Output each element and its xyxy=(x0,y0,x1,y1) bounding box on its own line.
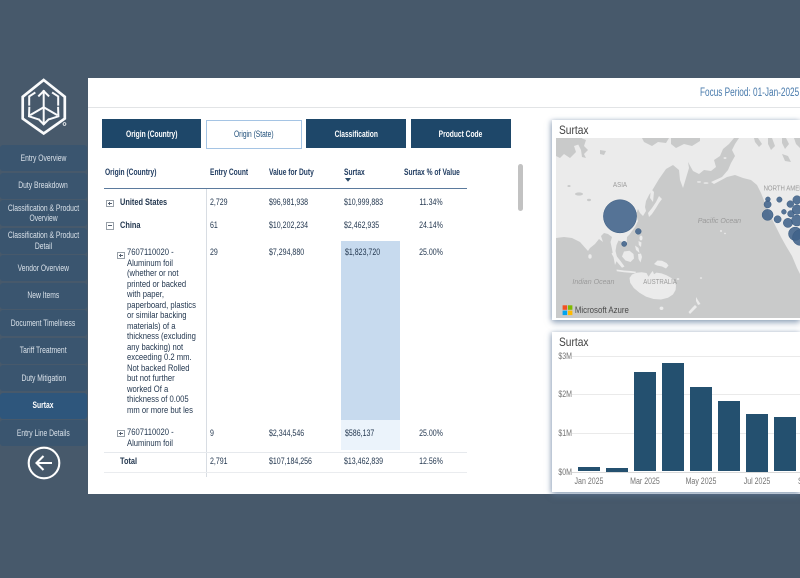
svg-text:Microsoft Azure: Microsoft Azure xyxy=(575,305,629,315)
svg-text:AUSTRALIA: AUSTRALIA xyxy=(643,278,677,285)
svg-text:NORTH AMERICA: NORTH AMERICA xyxy=(764,185,800,192)
svg-text:ASIA: ASIA xyxy=(613,182,627,189)
svg-text:Indian Ocean: Indian Ocean xyxy=(572,276,614,285)
svg-text:Pacific Ocean: Pacific Ocean xyxy=(698,216,741,225)
